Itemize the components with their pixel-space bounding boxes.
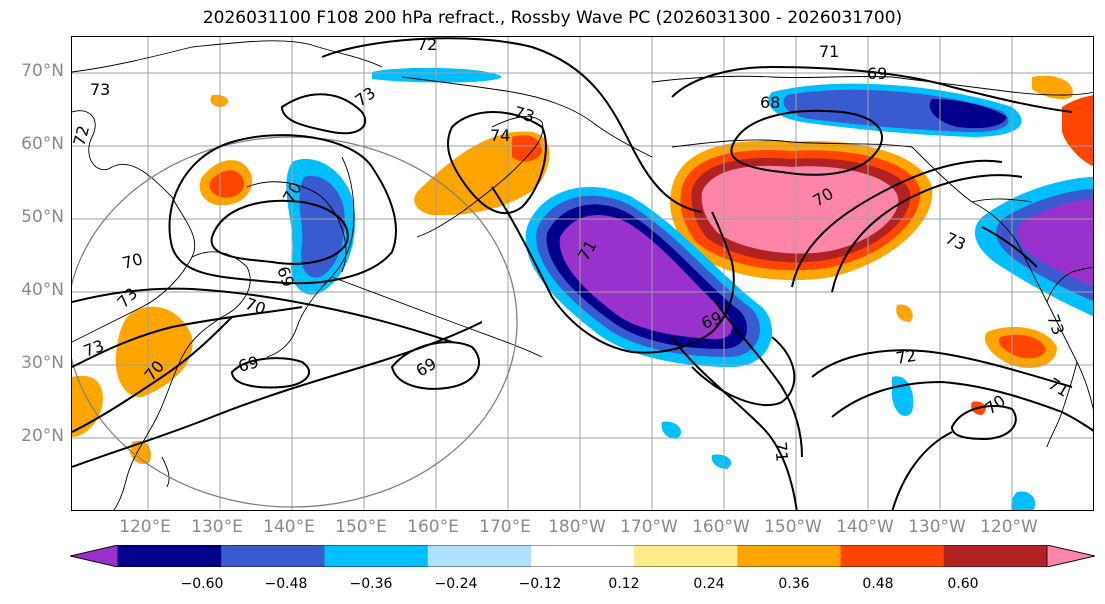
lon-label-120e: 120°E — [119, 517, 171, 537]
contour-label: 72 — [894, 346, 917, 368]
reference-circle — [72, 136, 518, 508]
colorbar-extend-min — [70, 545, 119, 567]
negative-anomaly-region — [1011, 491, 1036, 510]
negative-anomaly-region — [372, 67, 502, 83]
lat-label-20n: 20°N — [21, 426, 64, 446]
lon-label-130w: 130°W — [908, 517, 966, 537]
contour-label: 71 — [771, 441, 792, 463]
positive-anomaly-region — [115, 306, 193, 398]
positive-anomaly-region — [1062, 95, 1093, 167]
contour-label: 71 — [1045, 374, 1072, 401]
colorbar-segment — [737, 545, 842, 567]
colorbar-tick: 0.60 — [947, 576, 979, 592]
colorbar-tick: 0.24 — [693, 576, 725, 592]
contour-label: 69 — [236, 352, 261, 376]
contour-label: 74 — [490, 126, 510, 145]
colorbar-tick: 0.12 — [608, 576, 640, 592]
colorbar-tick: −0.12 — [518, 576, 562, 592]
contour-label: 71 — [819, 42, 839, 61]
colorbar-tick: 0.48 — [862, 576, 894, 592]
lon-label-180w: 180°W — [548, 517, 606, 537]
colorbar-segment — [840, 545, 945, 567]
lon-label-170e: 170°E — [479, 517, 531, 537]
positive-anomaly-region — [896, 304, 913, 322]
map-title: 2026031100 F108 200 hPa refract., Rossby… — [202, 8, 903, 28]
negative-anomaly-region — [929, 99, 1007, 129]
lon-label-160w: 160°W — [692, 517, 750, 537]
lon-label-140w: 140°W — [836, 517, 894, 537]
contour-label: 68 — [760, 93, 780, 112]
negative-anomaly-region — [1017, 199, 1093, 287]
positive-anomaly-region — [209, 170, 244, 198]
contour-label: 72 — [72, 123, 93, 148]
positive-anomaly-region — [998, 334, 1046, 359]
negative-anomaly-region — [559, 214, 733, 340]
positive-anomaly-region — [512, 135, 542, 162]
coastlines — [72, 40, 1093, 510]
contour-label: 70 — [981, 391, 1009, 418]
colorbar-tick: −0.36 — [349, 576, 393, 592]
positive-anomaly-region — [130, 440, 152, 464]
contour-label: 73 — [1043, 312, 1068, 338]
negative-anomaly-region — [892, 376, 914, 417]
positive-anomaly-region — [1032, 75, 1073, 100]
lon-label-160e: 160°E — [407, 517, 459, 537]
colorbar-tick: −0.60 — [180, 576, 224, 592]
colorbar-segment — [943, 545, 1048, 567]
lon-label-150w: 150°W — [764, 517, 822, 537]
negative-anomaly-region — [299, 176, 345, 278]
shading-layer — [72, 67, 1093, 510]
colorbar-segment — [530, 545, 635, 567]
colorbar-segment — [634, 545, 738, 567]
lat-label-40n: 40°N — [21, 280, 64, 300]
colorbar-extend-max — [1046, 545, 1095, 567]
lon-label-140e: 140°E — [263, 517, 315, 537]
contour-label: 69 — [867, 64, 887, 83]
colorbar-tick: −0.24 — [434, 576, 478, 592]
map-canvas: 72 73 73 72 74 70 69 68 73 70 73 71 69 6… — [72, 37, 1093, 510]
colorbar-segment — [221, 545, 325, 567]
lon-label-130e: 130°E — [191, 517, 243, 537]
positive-anomaly-region — [72, 375, 103, 437]
colorbar-segment — [118, 545, 222, 567]
colorbar-segment — [427, 545, 532, 567]
map-panel[interactable]: 72 73 73 72 74 70 69 68 73 70 73 71 69 6… — [71, 36, 1094, 511]
contour-label: 70 — [120, 249, 145, 273]
contour-label: 73 — [90, 80, 110, 99]
contour-label: 72 — [417, 37, 437, 54]
colorbar — [70, 545, 1095, 567]
lat-label-30n: 30°N — [21, 353, 64, 373]
lon-label-120w: 120°W — [980, 517, 1038, 537]
negative-anomaly-region — [711, 454, 732, 469]
contour-label: 73 — [942, 228, 968, 254]
colorbar-tick: 0.36 — [778, 576, 810, 592]
negative-anomaly-region — [661, 421, 682, 439]
contour-label: 73 — [512, 103, 537, 127]
lon-label-150e: 150°E — [335, 517, 387, 537]
lat-label-60n: 60°N — [21, 134, 64, 154]
colorbar-segment — [324, 545, 429, 567]
positive-anomaly-region — [701, 165, 899, 254]
contour-label: 73 — [81, 336, 107, 361]
lat-label-70n: 70°N — [21, 61, 64, 81]
contour-lines — [72, 37, 1093, 510]
lat-label-50n: 50°N — [21, 207, 64, 227]
lon-label-170w: 170°W — [620, 517, 678, 537]
positive-anomaly-region — [210, 94, 229, 107]
contour-label: 73 — [113, 284, 141, 312]
colorbar-tick: −0.48 — [264, 576, 308, 592]
